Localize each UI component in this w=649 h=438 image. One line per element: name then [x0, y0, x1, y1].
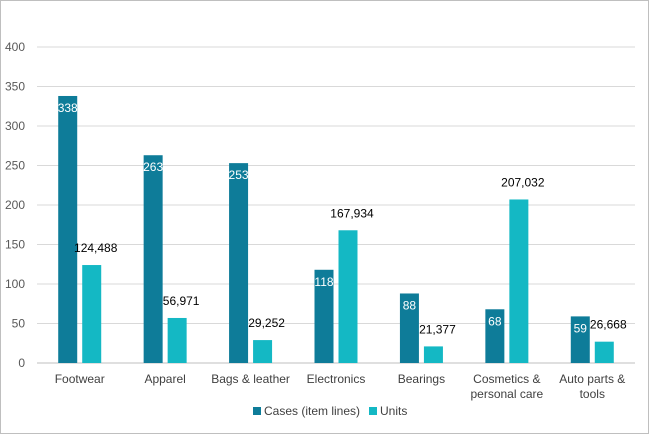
y-axis-ticks: 0 50 100 150 200 250 300 350 400	[5, 40, 25, 370]
y-tick-label: 150	[5, 238, 25, 252]
data-label-cases: 263	[143, 160, 163, 174]
legend: Cases (item lines) Units	[253, 404, 407, 418]
category-label: Footwear	[55, 372, 105, 386]
data-label-cases: 118	[314, 275, 333, 289]
bar-units	[509, 199, 529, 363]
y-tick-label: 100	[5, 277, 25, 291]
legend-swatch-units	[369, 407, 377, 415]
bar-cases	[399, 293, 419, 363]
bar-units	[82, 265, 102, 363]
category-label: personal care	[470, 387, 543, 401]
data-label-units: 29,252	[248, 316, 285, 330]
bar-units	[594, 341, 614, 363]
legend-swatch-cases	[253, 407, 261, 415]
x-axis-labels: Footwear Apparel Bags & leather Electronics…	[55, 372, 626, 401]
data-label-cases: 88	[403, 298, 417, 312]
data-labels: 338 124,488 263 56,971 253 29,252 118 167,934 88…	[58, 101, 627, 336]
bar-units	[253, 340, 273, 363]
bar-cases	[485, 309, 505, 363]
bar-cases	[143, 155, 163, 363]
category-label: Electronics	[307, 372, 366, 386]
bar-cases	[570, 316, 590, 363]
data-label-units: 167,934	[330, 206, 374, 220]
data-label-units: 21,377	[419, 322, 456, 336]
bar-cases	[58, 95, 78, 363]
category-label: Apparel	[144, 372, 185, 386]
legend-label-cases: Cases (item lines)	[264, 404, 360, 418]
bar-units	[167, 317, 187, 363]
data-label-units: 26,668	[590, 318, 627, 332]
legend-label-units: Units	[380, 404, 407, 418]
bar-units	[423, 346, 443, 363]
category-label: tools	[580, 387, 605, 401]
category-label: Auto parts &	[559, 372, 625, 386]
data-label-cases: 68	[488, 314, 502, 328]
bar-cases	[229, 163, 249, 363]
category-label: Bearings	[398, 372, 445, 386]
bar-units	[338, 230, 358, 363]
y-tick-label: 200	[5, 198, 25, 212]
bar-cases	[314, 269, 334, 363]
data-label-units: 207,032	[501, 175, 545, 189]
y-tick-label: 0	[18, 356, 25, 370]
y-tick-label: 400	[5, 40, 25, 54]
y-tick-label: 300	[5, 119, 25, 133]
category-label: Bags & leather	[211, 372, 290, 386]
category-label: Cosmetics &	[473, 372, 540, 386]
data-label-cases: 338	[58, 101, 78, 115]
y-tick-label: 50	[12, 317, 26, 331]
data-label-units: 56,971	[163, 294, 200, 308]
gridlines	[37, 46, 635, 364]
y-tick-label: 350	[5, 80, 25, 94]
data-label-units: 124,488	[74, 241, 118, 255]
data-label-cases: 253	[229, 168, 249, 182]
bars	[58, 95, 614, 363]
y-tick-label: 250	[5, 159, 25, 173]
data-label-cases: 59	[574, 321, 588, 335]
